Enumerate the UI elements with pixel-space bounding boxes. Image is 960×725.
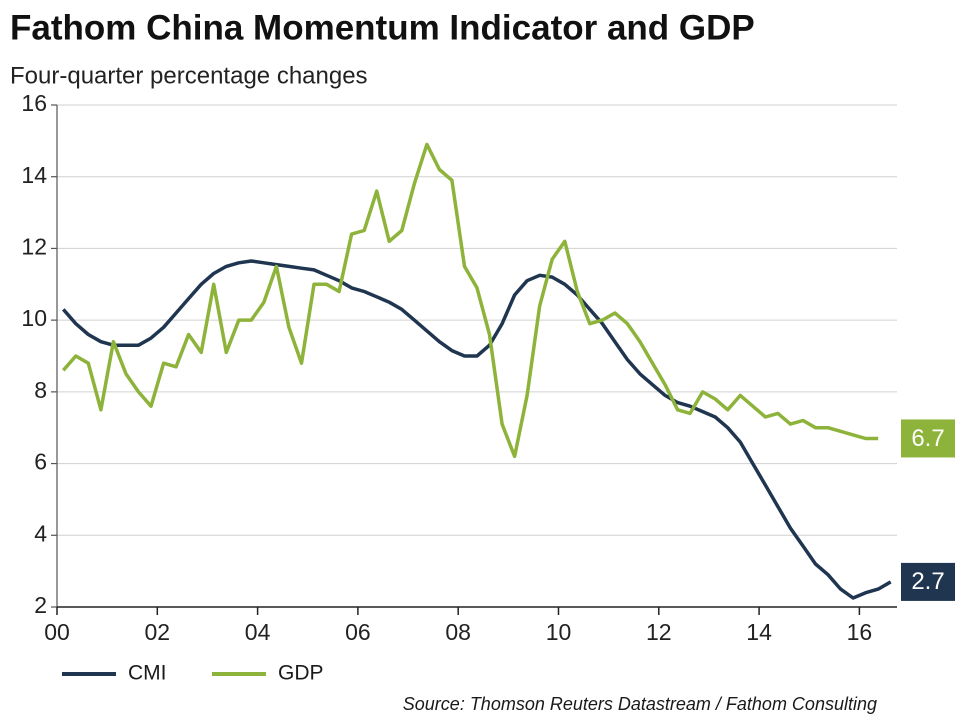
y-tick-label: 12: [21, 234, 47, 260]
x-tick-label: 02: [145, 619, 171, 645]
y-tick-label: 14: [21, 162, 47, 188]
x-tick-label: 12: [646, 619, 672, 645]
end-label-box: [901, 419, 955, 458]
legend-label: GDP: [278, 662, 324, 685]
series-line: [61, 259, 892, 600]
end-label-box: [901, 562, 955, 601]
chart-title: Fathom China Momentum Indicator and GDP: [10, 8, 755, 47]
y-tick-label: 8: [34, 377, 47, 403]
x-tick-label: 04: [245, 619, 271, 645]
x-tick-label: 06: [345, 619, 371, 645]
y-tick-label: 6: [34, 449, 47, 475]
series-line: [61, 142, 879, 459]
y-tick-label: 4: [34, 520, 47, 546]
end-label: 6.7: [911, 425, 944, 452]
x-tick-label: 08: [445, 619, 471, 645]
x-tick-label: 16: [847, 619, 873, 645]
y-tick-label: 2: [34, 592, 47, 618]
x-tick-label: 10: [546, 619, 572, 645]
y-tick-label: 16: [21, 90, 47, 116]
chart-subtitle: Four-quarter percentage changes: [10, 62, 368, 89]
source-note: Source: Thomson Reuters Datastream / Fat…: [403, 694, 877, 714]
x-tick-label: 14: [746, 619, 772, 645]
legend-label: CMI: [128, 662, 167, 685]
x-tick-label: 00: [44, 619, 70, 645]
end-label: 2.7: [911, 568, 944, 595]
y-tick-label: 10: [21, 305, 47, 331]
